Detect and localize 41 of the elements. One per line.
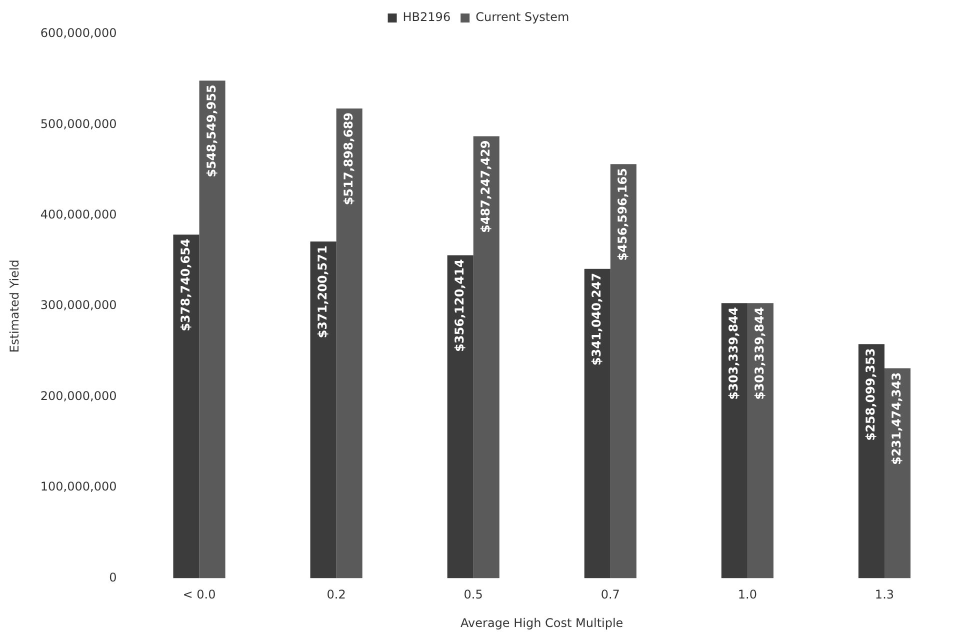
x-axis-title: Average High Cost Multiple (460, 616, 624, 630)
x-tick-label: < 0.0 (182, 588, 216, 602)
data-label: $258,099,353 (864, 348, 878, 441)
bar (199, 80, 226, 578)
bar (336, 108, 362, 578)
bar (747, 303, 774, 578)
data-label: $548,549,955 (204, 84, 218, 178)
data-label: $371,200,571 (315, 246, 330, 338)
y-tick-label: 400,000,000 (40, 208, 117, 222)
bar (858, 344, 884, 578)
data-label: $378,740,654 (178, 238, 192, 332)
bar (884, 368, 911, 578)
data-label: $341,040,247 (590, 272, 604, 366)
y-tick-label: 500,000,000 (40, 116, 117, 131)
data-label: $456,596,165 (616, 168, 630, 261)
x-tick-label: 1.0 (738, 588, 757, 602)
bar (610, 164, 636, 578)
data-label: $487,247,429 (478, 140, 492, 233)
data-label: $356,120,414 (452, 259, 466, 352)
data-label: $303,339,844 (752, 307, 767, 400)
y-tick-label: 600,000,000 (40, 26, 117, 40)
y-tick-label: 0 (109, 570, 117, 584)
bar (584, 268, 610, 578)
x-tick-label: 0.2 (326, 588, 346, 602)
x-tick-label: 0.5 (464, 588, 483, 602)
legend-label: Current System (476, 10, 570, 24)
y-tick-label: 300,000,000 (40, 298, 117, 312)
legend-label: HB2196 (402, 10, 451, 24)
x-tick-label: 1.3 (874, 588, 894, 602)
bar (473, 136, 500, 578)
bar (173, 234, 200, 578)
data-label: $231,474,343 (890, 372, 904, 465)
y-tick-label: 100,000,000 (40, 480, 117, 494)
bar (447, 255, 474, 578)
y-axis-title: Estimated Yield (7, 260, 22, 353)
x-tick-label: 0.7 (600, 588, 620, 602)
y-tick-label: 200,000,000 (40, 388, 117, 403)
data-label: $303,339,844 (726, 307, 741, 400)
data-label: $517,898,689 (341, 112, 356, 206)
bar (310, 242, 336, 578)
bar (721, 303, 748, 578)
